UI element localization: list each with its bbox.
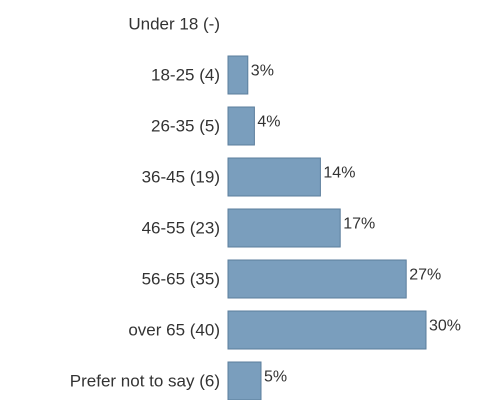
value-label: 27% bbox=[409, 267, 441, 284]
category-label: 36-45 (19) bbox=[142, 168, 220, 187]
bar bbox=[227, 259, 407, 299]
value-label: 3% bbox=[251, 63, 274, 80]
value-label: 30% bbox=[429, 318, 461, 335]
bar bbox=[227, 208, 341, 248]
category-labels: Under 18 (-) 18-25 (4) 26-35 (5) 36-45 (19)… bbox=[70, 15, 220, 391]
bar bbox=[227, 55, 249, 95]
category-label: 26-35 (5) bbox=[151, 117, 220, 136]
value-label: 4% bbox=[257, 114, 280, 131]
value-label: 5% bbox=[264, 369, 287, 386]
bar bbox=[227, 106, 255, 146]
category-label: 18-25 (4) bbox=[151, 66, 220, 85]
category-label: 46-55 (23) bbox=[142, 219, 220, 238]
category-label: Under 18 (-) bbox=[128, 15, 220, 34]
bar bbox=[227, 361, 262, 400]
value-labels: 3% 4% 14% 17% 27% 30% 5% bbox=[251, 63, 461, 386]
value-label: 17% bbox=[343, 216, 375, 233]
category-label: over 65 (40) bbox=[128, 321, 220, 340]
category-label: Prefer not to say (6) bbox=[70, 372, 220, 391]
bars bbox=[227, 55, 427, 400]
bar bbox=[227, 310, 427, 350]
value-label: 14% bbox=[323, 165, 355, 182]
category-label: 56-65 (35) bbox=[142, 270, 220, 289]
bar bbox=[227, 157, 321, 197]
